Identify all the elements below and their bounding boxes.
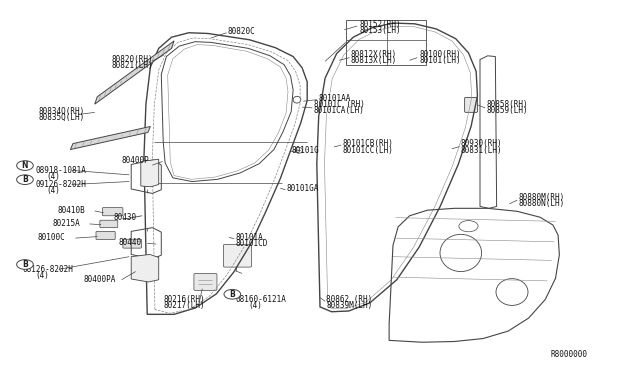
Text: 80101CB(RH): 80101CB(RH) (342, 139, 393, 148)
Text: 80153(LH): 80153(LH) (360, 26, 401, 35)
Text: R8000000: R8000000 (550, 350, 588, 359)
Text: N: N (22, 161, 28, 170)
Text: (4): (4) (248, 301, 262, 310)
FancyBboxPatch shape (194, 273, 217, 291)
FancyBboxPatch shape (223, 244, 252, 267)
Text: 80101CA(LH): 80101CA(LH) (314, 106, 364, 115)
Text: 08160-6121A: 08160-6121A (236, 295, 286, 304)
Text: 80880M(RH): 80880M(RH) (518, 193, 564, 202)
Text: B: B (22, 175, 28, 184)
Text: 09126-8202H: 09126-8202H (36, 180, 86, 189)
Text: 80813X(LH): 80813X(LH) (351, 56, 397, 65)
Text: 80862 (RH): 80862 (RH) (326, 295, 372, 304)
Text: 80101GA: 80101GA (287, 184, 319, 193)
Text: 80101G: 80101G (291, 146, 319, 155)
Text: 80101AA: 80101AA (318, 94, 351, 103)
Circle shape (224, 289, 241, 299)
Text: 80400PA: 80400PA (83, 275, 116, 284)
Text: 80410B: 80410B (58, 206, 85, 215)
Text: (4): (4) (36, 271, 50, 280)
Text: 80152(RH): 80152(RH) (360, 20, 401, 29)
Text: 80820(RH): 80820(RH) (112, 55, 154, 64)
Text: 80101CC(LH): 80101CC(LH) (342, 146, 393, 155)
FancyBboxPatch shape (100, 220, 118, 228)
Text: B: B (230, 290, 235, 299)
Text: (4): (4) (46, 172, 60, 181)
Text: 80101C (RH): 80101C (RH) (314, 100, 364, 109)
Text: 80930(RH): 80930(RH) (461, 139, 502, 148)
Polygon shape (95, 41, 174, 104)
Text: (4): (4) (46, 186, 60, 195)
Text: 80835Q(LH): 80835Q(LH) (38, 113, 84, 122)
Text: 80101CD: 80101CD (236, 239, 268, 248)
Polygon shape (70, 126, 150, 150)
Text: 80812X(RH): 80812X(RH) (351, 50, 397, 59)
Text: 80215A: 80215A (52, 219, 80, 228)
Text: 80839M(LH): 80839M(LH) (326, 301, 372, 310)
Text: 80100(RH): 80100(RH) (419, 50, 461, 59)
Text: 80834Q(RH): 80834Q(RH) (38, 107, 84, 116)
Text: 80101(LH): 80101(LH) (419, 56, 461, 65)
Text: B: B (22, 260, 28, 269)
FancyBboxPatch shape (96, 231, 115, 240)
Text: 80820C: 80820C (227, 27, 255, 36)
Text: 80100C: 80100C (37, 233, 65, 242)
Text: 80831(LH): 80831(LH) (461, 146, 502, 155)
FancyBboxPatch shape (123, 239, 141, 248)
Text: 80440: 80440 (118, 238, 141, 247)
Circle shape (17, 175, 33, 185)
Text: 08918-1081A: 08918-1081A (36, 166, 86, 175)
Text: 80216(RH): 80216(RH) (163, 295, 205, 304)
FancyBboxPatch shape (102, 208, 123, 216)
Text: 80858(RH): 80858(RH) (486, 100, 528, 109)
Polygon shape (141, 159, 159, 187)
Text: 80430: 80430 (114, 213, 137, 222)
Text: 80880N(LH): 80880N(LH) (518, 199, 564, 208)
Text: 80217(LH): 80217(LH) (163, 301, 205, 310)
FancyBboxPatch shape (465, 97, 477, 112)
Circle shape (17, 260, 33, 269)
Circle shape (17, 161, 33, 170)
Text: 80101A: 80101A (236, 233, 263, 242)
Polygon shape (131, 254, 159, 282)
Text: 08126-8202H: 08126-8202H (22, 265, 73, 274)
Text: 80400P: 80400P (122, 156, 149, 165)
Text: 80859(LH): 80859(LH) (486, 106, 528, 115)
Text: 80821(LH): 80821(LH) (112, 61, 154, 70)
